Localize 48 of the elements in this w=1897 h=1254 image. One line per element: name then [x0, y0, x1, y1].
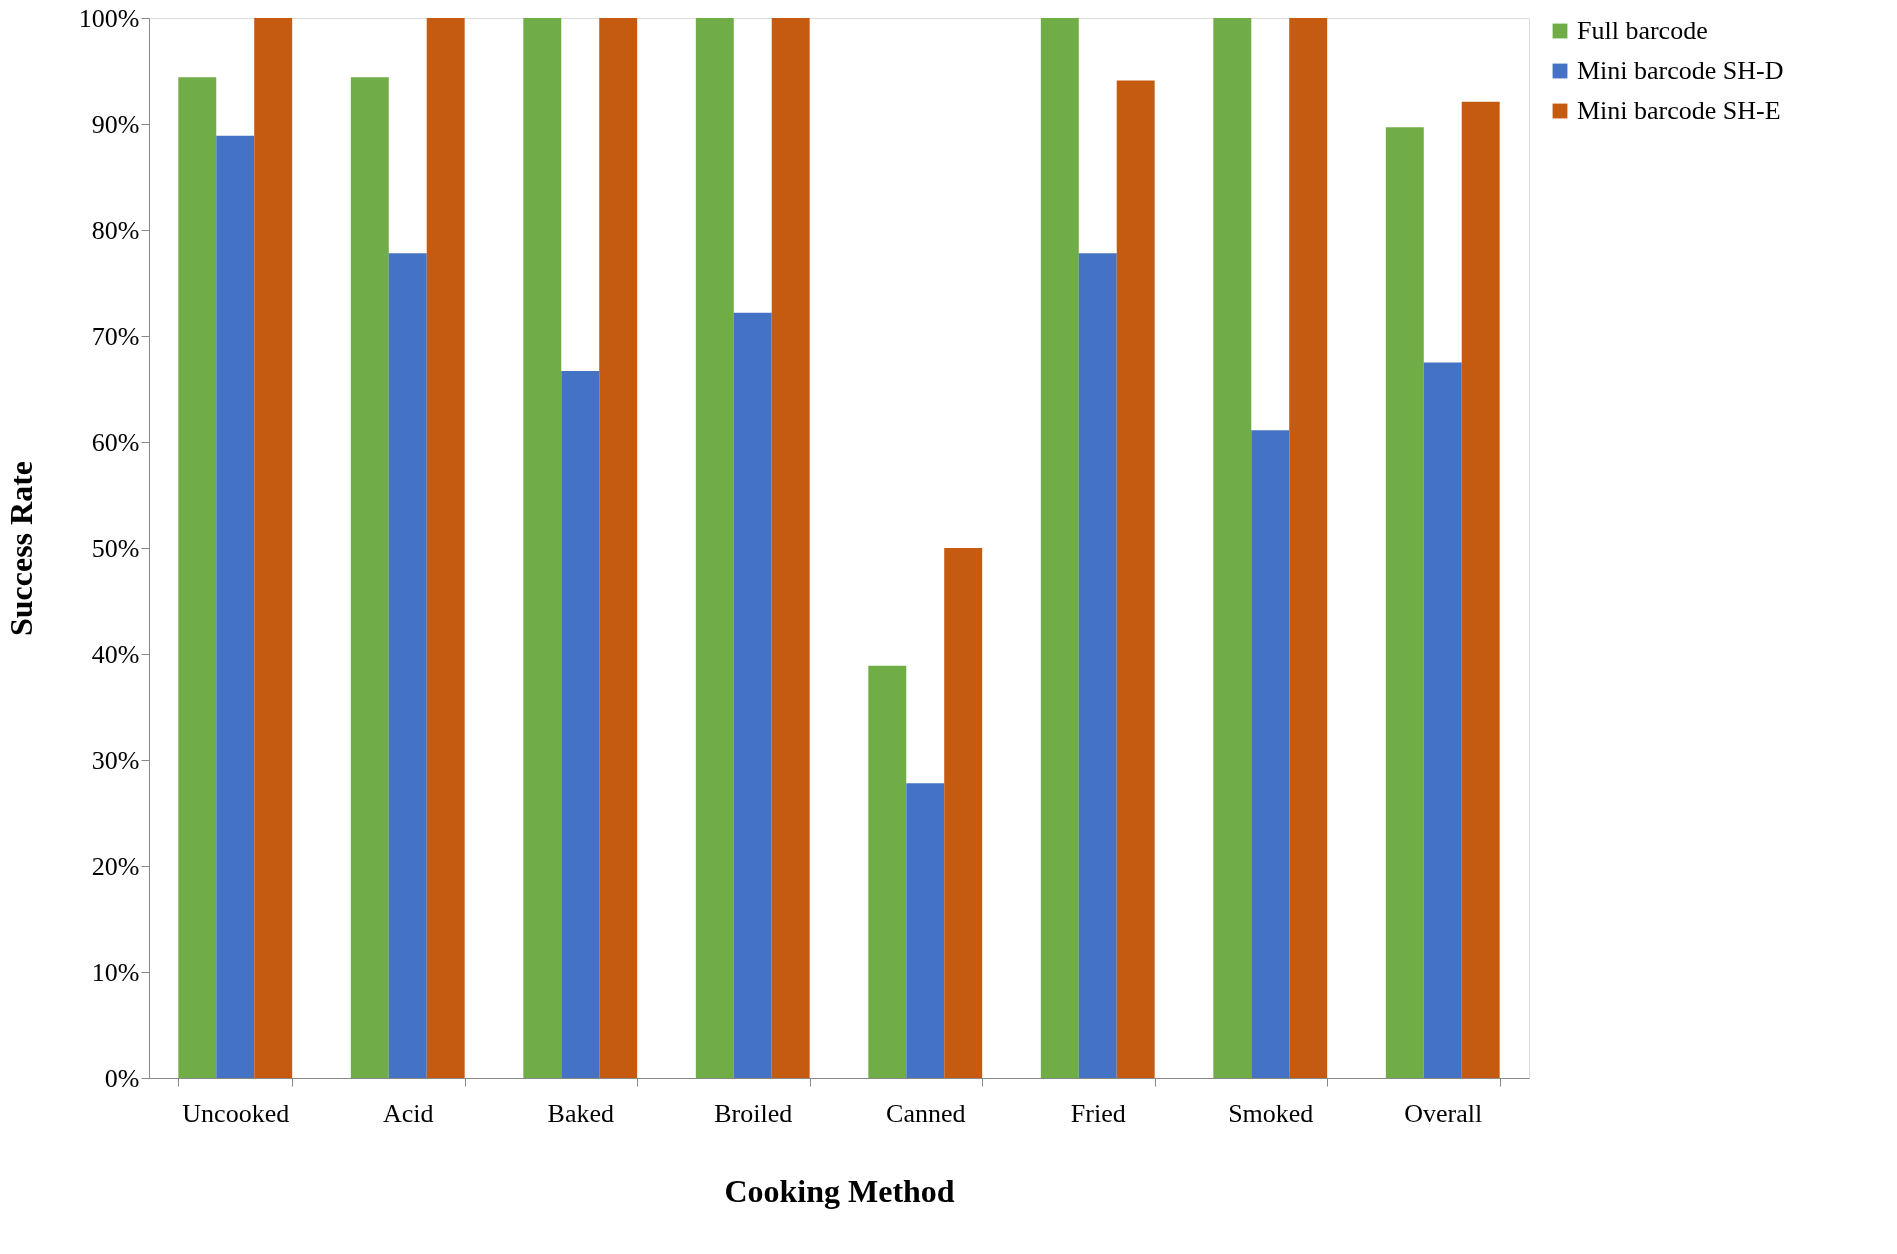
legend-label: Mini barcode SH-E	[1577, 96, 1781, 125]
y-tick-label: 70%	[91, 321, 140, 351]
x-tick-label: Uncooked	[182, 1098, 290, 1128]
y-tick-label: 80%	[91, 215, 140, 245]
bar	[561, 370, 600, 1078]
x-tick-label: Acid	[382, 1098, 434, 1128]
bar	[771, 18, 810, 1078]
y-tick-label: 60%	[91, 427, 140, 457]
bar	[868, 665, 907, 1078]
bar	[695, 18, 734, 1078]
x-axis-title: Cooking Method	[724, 1172, 955, 1209]
y-tick-label: 50%	[91, 533, 140, 563]
bar	[1116, 80, 1155, 1078]
x-tick-label: Canned	[886, 1098, 966, 1128]
bar	[906, 783, 945, 1078]
x-tick-label: Overall	[1404, 1098, 1483, 1128]
y-axis-title: Success Rate	[2, 460, 39, 637]
y-tick-label: 30%	[91, 745, 140, 775]
x-tick-label: Broiled	[714, 1098, 793, 1128]
bar	[733, 312, 772, 1078]
bar	[426, 18, 465, 1078]
bar	[1289, 18, 1328, 1078]
bar	[254, 18, 293, 1078]
bar	[388, 253, 427, 1078]
bar	[599, 18, 638, 1078]
legend-label: Mini barcode SH-D	[1577, 56, 1784, 85]
y-tick-label: 100%	[78, 3, 140, 33]
bar	[1078, 253, 1117, 1078]
y-tick-label: 10%	[91, 957, 140, 987]
x-tick-label: Baked	[547, 1098, 614, 1128]
bar	[1040, 18, 1079, 1078]
x-tick-label: Smoked	[1228, 1098, 1314, 1128]
bar	[1385, 127, 1424, 1078]
x-tick-label: Fried	[1070, 1098, 1126, 1128]
y-tick-label: 40%	[91, 639, 140, 669]
bar	[1213, 18, 1252, 1078]
bar	[944, 548, 983, 1078]
bar	[350, 77, 389, 1078]
y-tick-label: 0%	[104, 1063, 140, 1093]
bar	[178, 77, 217, 1078]
legend-label: Full barcode	[1577, 16, 1708, 45]
bar	[216, 135, 255, 1078]
y-tick-label: 90%	[91, 109, 140, 139]
bar	[1251, 430, 1290, 1078]
y-tick-label: 20%	[91, 851, 140, 881]
bar	[1461, 101, 1500, 1078]
bar	[523, 18, 562, 1078]
bar	[1423, 362, 1462, 1078]
